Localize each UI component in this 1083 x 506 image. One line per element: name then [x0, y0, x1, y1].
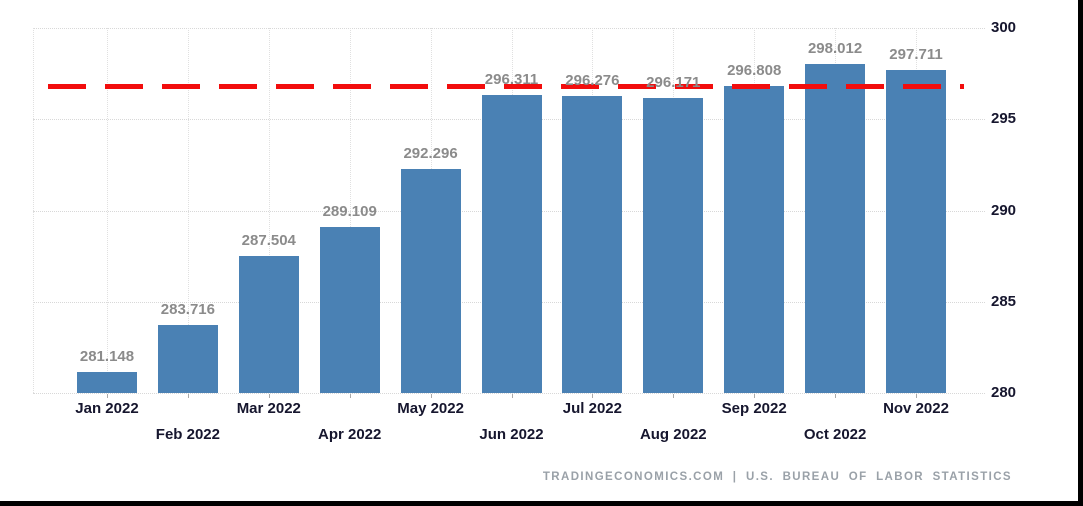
bar-sep-2022 — [724, 86, 785, 393]
gridline-vertical — [187, 28, 189, 393]
y-axis-tick-label: 295 — [991, 110, 1017, 128]
bar-value-label: 287.504 — [241, 232, 296, 250]
bar-value-label: 281.148 — [79, 348, 135, 366]
x-axis-tick-label: Jun 2022 — [479, 426, 544, 443]
bar-aug-2022 — [643, 97, 704, 393]
y-axis-tick-label: 280 — [991, 384, 1017, 401]
y-axis-tick-label: 300 — [991, 19, 1017, 36]
gridline-vertical — [33, 28, 34, 393]
bar-jun-2022 — [481, 95, 542, 393]
y-axis-tick-label: 290 — [991, 201, 1017, 219]
bar-nov-2022 — [886, 69, 946, 393]
gridline-vertical — [107, 28, 108, 393]
bar-value-label: 298.012 — [807, 40, 863, 58]
gridline-vertical — [349, 28, 351, 393]
bar-jan-2022 — [77, 372, 137, 393]
x-axis-tick — [754, 394, 756, 398]
bar-value-label: 296.171 — [646, 73, 701, 91]
x-axis-tick-label: Oct 2022 — [803, 426, 867, 443]
bar-value-label: 289.109 — [322, 202, 377, 220]
x-axis-tick — [268, 394, 270, 398]
bar-value-label: 292.296 — [403, 144, 458, 162]
bar-jul-2022 — [562, 95, 623, 393]
x-axis-tick — [187, 394, 189, 398]
x-axis-tick — [592, 394, 594, 398]
reference-line-dashed — [48, 83, 964, 89]
x-axis-tick-label: Sep 2022 — [721, 400, 787, 417]
x-axis-tick-label: Aug 2022 — [639, 426, 707, 443]
gridline-horizontal — [33, 393, 985, 394]
bar-apr-2022 — [319, 226, 380, 393]
gridline-horizontal — [33, 28, 985, 29]
x-axis-tick — [511, 394, 513, 398]
x-axis-tick — [107, 394, 108, 398]
bar-value-label: 296.808 — [727, 62, 782, 80]
attribution-watermark: TRADINGECONOMICS.COM | U.S. BUREAU OF LA… — [542, 471, 1012, 483]
gridline-vertical — [268, 28, 270, 393]
x-axis-tick — [916, 394, 917, 398]
bar-may-2022 — [400, 168, 461, 393]
y-axis-tick-label: 285 — [991, 292, 1017, 310]
x-axis-tick-label: Feb 2022 — [155, 426, 220, 443]
x-axis-tick — [835, 394, 837, 398]
bar-value-label: 283.716 — [160, 301, 215, 319]
x-axis-tick — [430, 394, 432, 398]
bar-mar-2022 — [238, 256, 299, 393]
x-axis-tick — [349, 394, 351, 398]
x-axis-tick-label: Jan 2022 — [75, 400, 139, 417]
x-axis-tick — [673, 394, 675, 398]
bar-value-label: 297.711 — [889, 45, 943, 63]
x-axis-tick-label: Jul 2022 — [562, 400, 622, 417]
x-axis-tick-label: Mar 2022 — [236, 400, 301, 417]
bar-oct-2022 — [805, 64, 866, 393]
bar-feb-2022 — [157, 325, 218, 393]
x-axis-tick-label: May 2022 — [397, 400, 464, 417]
bar-value-label: 296.276 — [565, 71, 620, 89]
x-axis-tick-label: Nov 2022 — [883, 400, 949, 417]
bar-value-label: 296.311 — [484, 71, 539, 89]
x-axis-tick-label: Apr 2022 — [318, 426, 382, 443]
